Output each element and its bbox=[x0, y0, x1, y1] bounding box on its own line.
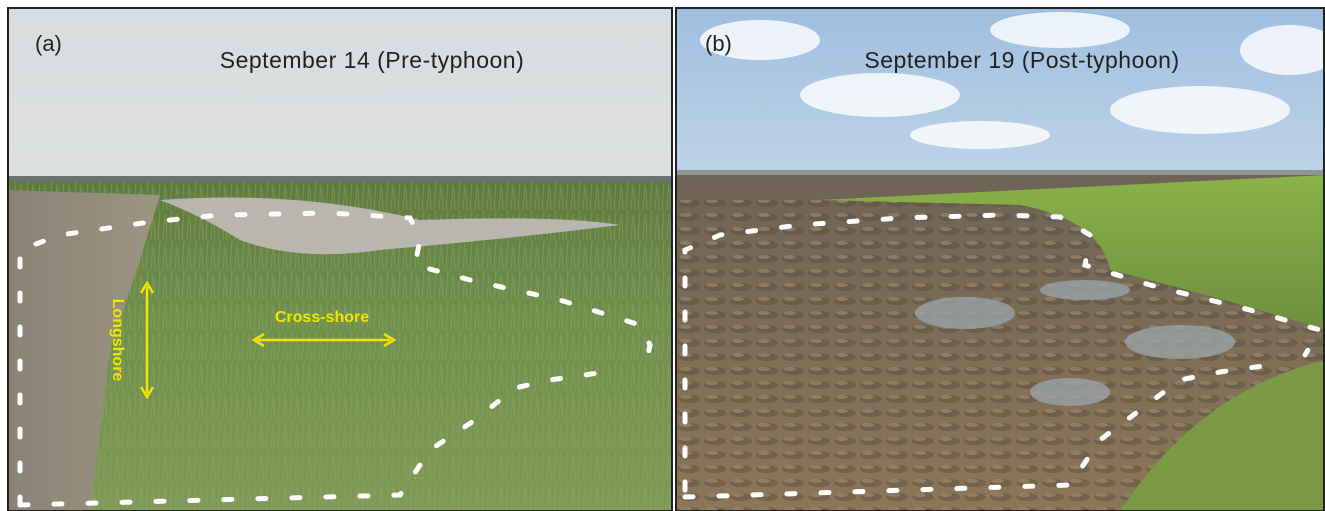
bridge bbox=[8, 176, 672, 182]
panel-label: (a) bbox=[35, 31, 62, 56]
figure: Longshore Cross-shore (a) September 14 (… bbox=[0, 0, 1325, 511]
bridge bbox=[676, 170, 1325, 175]
cross-shore-label: Cross-shore bbox=[275, 309, 369, 326]
panel-title: September 14 (Pre-typhoon) bbox=[220, 47, 525, 73]
panel-title: September 19 (Post-typhoon) bbox=[864, 47, 1179, 73]
panel-a: Longshore Cross-shore (a) September 14 (… bbox=[8, 8, 672, 511]
panel-label: (b) bbox=[705, 31, 732, 56]
longshore-label: Longshore bbox=[109, 299, 126, 382]
page: {"panels": [ {"label": "(a)", "title": "… bbox=[0, 0, 1325, 511]
panel-b: (b) September 19 (Post-typhoon) bbox=[676, 8, 1325, 511]
